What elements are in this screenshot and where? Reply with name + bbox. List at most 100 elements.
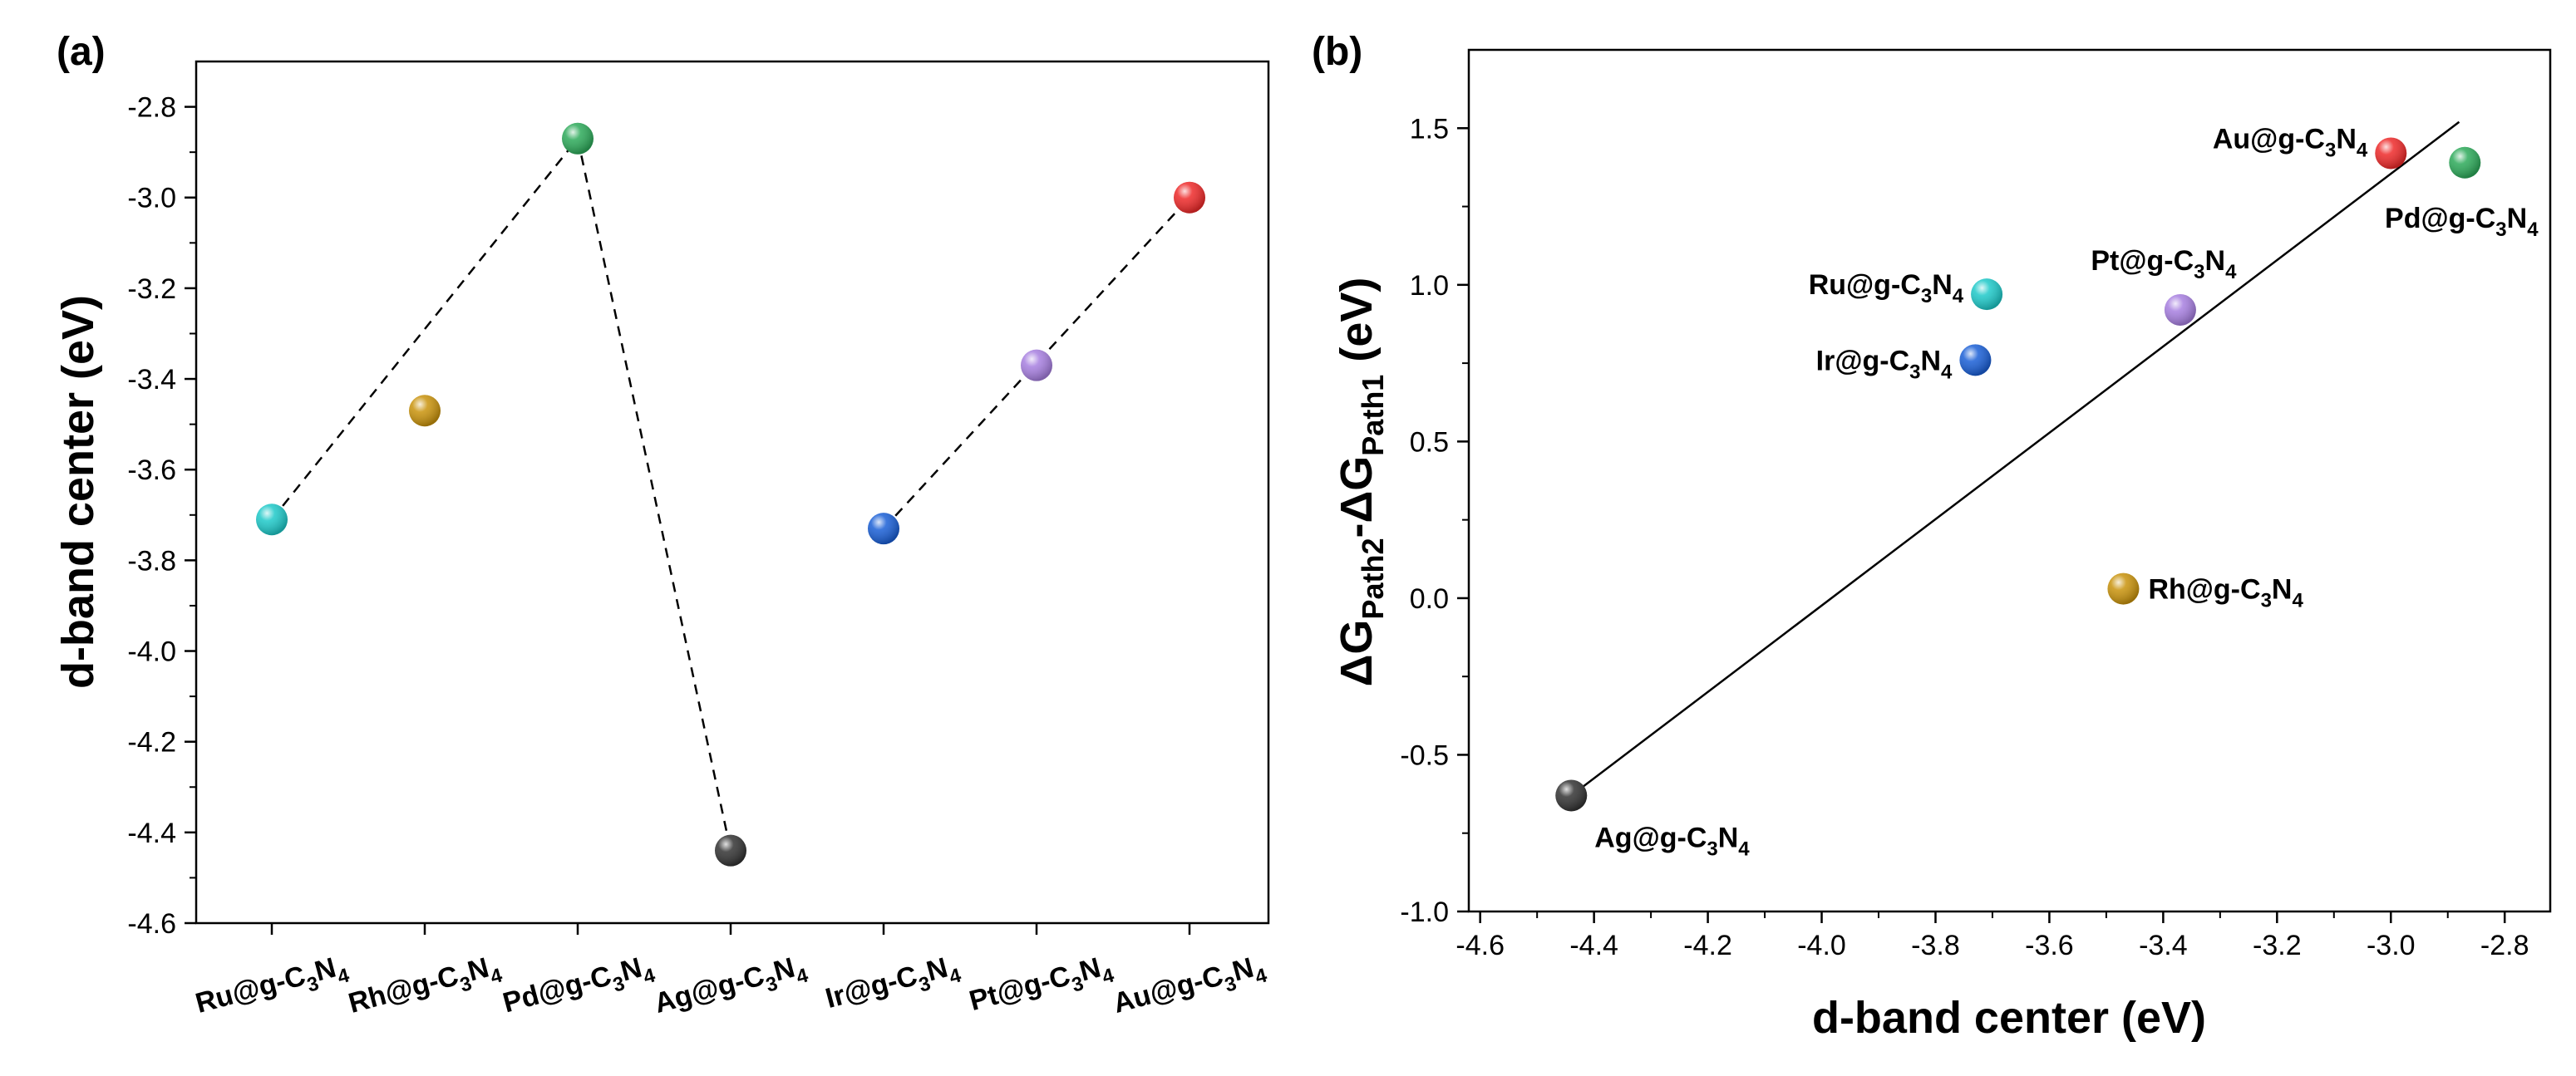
data-point-highlight: [868, 513, 899, 545]
x-tick-label: -3.2: [2253, 930, 2302, 961]
y-tick-label: -3.6: [127, 454, 176, 486]
x-tick-label: -4.4: [1569, 930, 1618, 961]
label-subscript: 4: [794, 964, 811, 989]
panel-a-y-axis: -4.6 -4.4 -4.2 -4.0 -3.8 -3.6 -3.4 -3.2 -3.0 -2.8: [127, 92, 196, 940]
label-subscript: 4: [641, 964, 658, 989]
label-subscript: 4: [488, 964, 505, 989]
label-subscript: 4: [1941, 361, 1953, 383]
data-point-highlight: [1959, 344, 1992, 376]
label-n: N: [2205, 245, 2226, 277]
dashed-connector: [271, 138, 579, 521]
point-label: Rh@g-C3N4: [2148, 574, 2303, 612]
y-tick-label: 0.0: [1410, 583, 1449, 615]
data-point: [2449, 146, 2481, 179]
y-tick-label: -3.0: [127, 183, 176, 214]
panel-a-dashed-lines: [271, 138, 1190, 851]
data-point: [1959, 344, 1992, 376]
panel-a-points: [256, 122, 1205, 867]
label-subscript: 4: [335, 964, 352, 989]
x-tick-label: Ru@g-C3N4: [192, 949, 352, 1026]
label-base: Au@g-C: [2213, 123, 2325, 155]
x-tick-label: Rh@g-C3N4: [345, 949, 505, 1026]
label-base: Ir@g-C: [822, 960, 920, 1015]
data-point-highlight: [715, 834, 746, 867]
data-point: [1021, 349, 1052, 381]
label-subscript: 4: [1738, 838, 1750, 860]
data-point-highlight: [1021, 349, 1052, 381]
data-point-highlight: [409, 395, 441, 427]
x-tick-label: Pd@g-C3N4: [500, 949, 658, 1025]
data-point-highlight: [2107, 572, 2140, 605]
y-tick-label: -4.2: [127, 727, 176, 759]
label-base: Pd@g-C: [2385, 203, 2495, 234]
label-subscript: 4: [1100, 964, 1117, 989]
x-tick-label: Au@g-C3N4: [1110, 949, 1270, 1026]
label-subscript: 3: [1909, 361, 1920, 383]
data-point: [256, 504, 288, 536]
label-subscript: 4: [2357, 139, 2368, 161]
data-point-highlight: [562, 122, 594, 155]
data-point: [715, 834, 746, 867]
x-tick-label: -4.0: [1797, 930, 1846, 961]
x-tick-label: Ir@g-C3N4: [822, 949, 964, 1021]
label-subscript: 4: [1253, 964, 1270, 989]
ylabel-subscript: Path1: [1356, 375, 1390, 456]
label-base: Au@g-C: [1110, 960, 1226, 1019]
y-tick-label: 1.0: [1410, 270, 1449, 302]
y-tick-label: -1.0: [1400, 897, 1449, 928]
label-subscript: 4: [2292, 590, 2303, 612]
y-tick-label: 0.5: [1410, 426, 1449, 458]
data-point: [1174, 181, 1205, 214]
data-point-highlight: [256, 504, 288, 536]
label-base: Pt@g-C: [2091, 245, 2194, 277]
data-point-highlight: [2375, 137, 2407, 170]
dashed-connector: [576, 138, 732, 851]
panel-b-points: [1555, 137, 2481, 812]
label-base: Ir@g-C: [1816, 345, 1909, 376]
label-base: Rh@g-C: [2148, 574, 2260, 606]
data-point: [1971, 278, 2003, 311]
x-tick-label: -2.8: [2480, 930, 2529, 961]
panel-a: (a) -4.6 -4.4 -4.2 -4.0 -3.8 -3.6 -3.4 -3.2 -3.0…: [53, 30, 1270, 1026]
data-point-highlight: [1555, 779, 1588, 812]
y-tick-label: -4.0: [127, 636, 176, 668]
data-point-highlight: [2164, 293, 2196, 326]
point-label: Ag@g-C3N4: [1594, 822, 1750, 860]
panel-b-plot-frame: [1467, 48, 2552, 913]
label-n: N: [1932, 269, 1953, 301]
x-tick-label: Pt@g-C3N4: [966, 949, 1117, 1024]
label-base: Ru@g-C: [192, 960, 308, 1019]
data-point-highlight: [1971, 278, 2003, 311]
y-tick-label: 1.5: [1410, 113, 1449, 145]
label-subscript: 4: [2527, 219, 2539, 241]
label-subscript: 3: [2495, 219, 2506, 241]
label-n: N: [2507, 203, 2528, 234]
point-label: Ir@g-C3N4: [1816, 345, 1953, 383]
label-n: N: [2336, 123, 2357, 155]
x-tick-label: Ag@g-C3N4: [651, 949, 811, 1026]
data-point: [868, 513, 899, 545]
label-base: Pd@g-C: [500, 960, 615, 1019]
x-tick-label: -4.6: [1455, 930, 1505, 961]
label-subscript: 4: [2225, 261, 2237, 283]
data-point: [562, 122, 594, 155]
panel-b-x-axis-title: d-band center (eV): [1812, 993, 2206, 1043]
y-tick-label: -3.8: [127, 545, 176, 577]
panel-a-plot-frame: [195, 60, 1270, 925]
label-n: N: [1920, 345, 1941, 376]
ylabel-part: -ΔG: [1332, 456, 1382, 538]
label-base: Ru@g-C: [1809, 269, 1921, 301]
panel-b-x-axis: -4.6 -4.4 -4.2 -4.0 -3.8 -3.6 -3.4 -3.2 -3.0 -2.8: [1455, 911, 2529, 961]
panel-b-fit-line: [1570, 120, 2460, 797]
label-subscript: 4: [1953, 285, 1964, 307]
data-point-highlight: [1174, 181, 1205, 214]
ylabel-part: (eV): [1332, 278, 1382, 375]
label-base: Ag@g-C: [651, 960, 767, 1019]
y-tick-label: -0.5: [1400, 739, 1449, 771]
x-tick-label: -3.0: [2367, 930, 2416, 961]
y-tick-label: -3.2: [127, 273, 176, 305]
x-tick-label: -3.6: [2025, 930, 2074, 961]
point-label: Au@g-C3N4: [2213, 123, 2368, 161]
